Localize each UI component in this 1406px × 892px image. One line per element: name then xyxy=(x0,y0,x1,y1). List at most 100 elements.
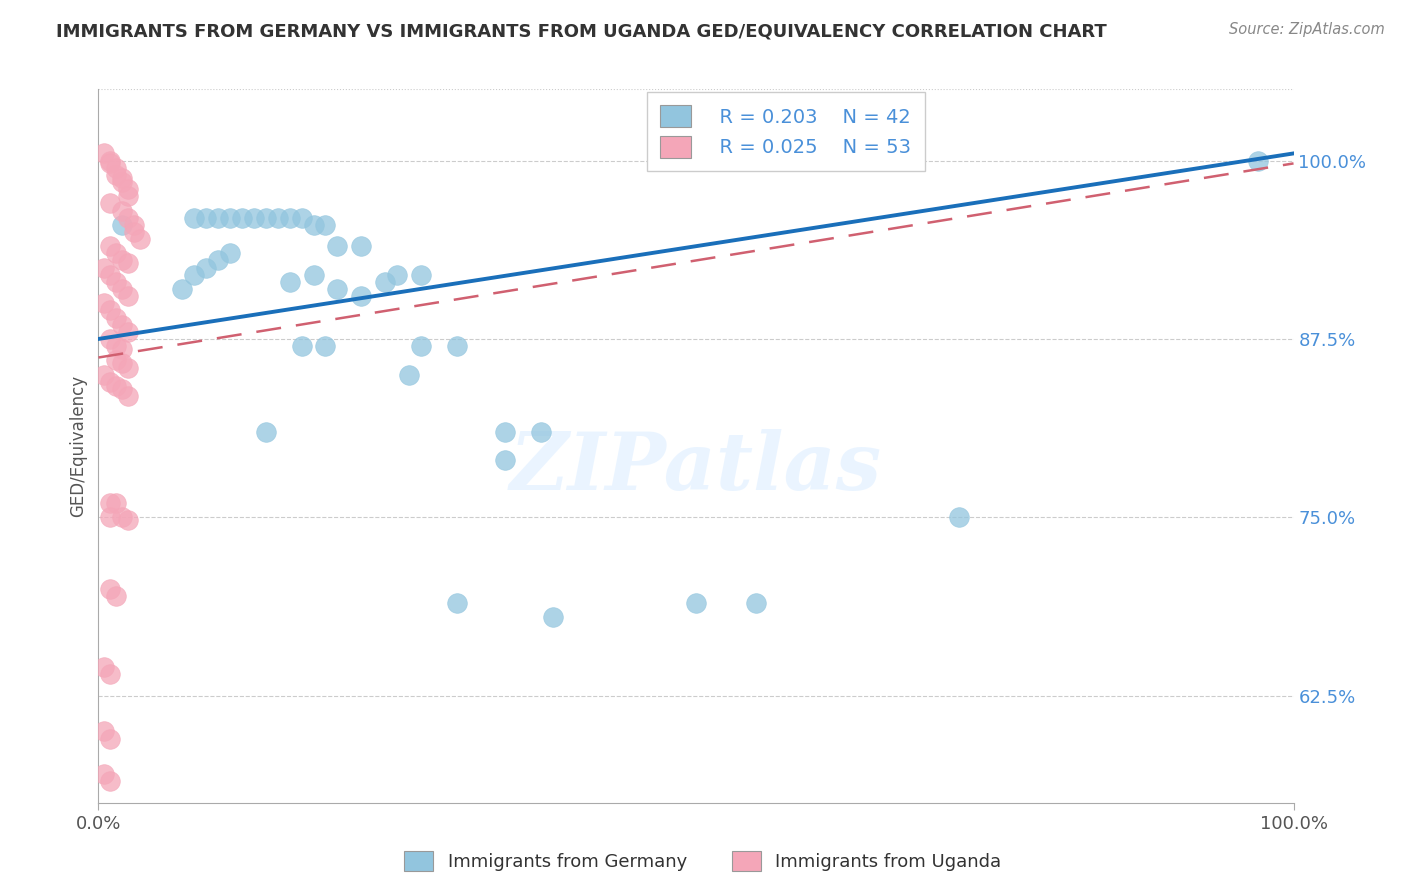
Point xyxy=(111,356,134,370)
Point xyxy=(93,146,115,161)
Point xyxy=(530,425,553,439)
Point xyxy=(195,260,218,275)
Point xyxy=(93,724,115,739)
Point xyxy=(117,182,139,196)
Point xyxy=(98,156,122,170)
Text: IMMIGRANTS FROM GERMANY VS IMMIGRANTS FROM UGANDA GED/EQUIVALENCY CORRELATION CH: IMMIGRANTS FROM GERMANY VS IMMIGRANTS FR… xyxy=(56,22,1107,40)
Point xyxy=(541,610,564,624)
Point xyxy=(494,425,516,439)
Point xyxy=(398,368,420,382)
Point xyxy=(98,510,122,524)
Point xyxy=(494,453,516,467)
Point xyxy=(111,382,134,396)
Point xyxy=(117,325,139,339)
Point xyxy=(278,211,301,225)
Y-axis label: GED/Equivalency: GED/Equivalency xyxy=(69,375,87,517)
Point xyxy=(411,339,433,353)
Point xyxy=(117,389,139,403)
Point xyxy=(685,596,707,610)
Point xyxy=(254,211,277,225)
Point xyxy=(117,256,139,270)
Point xyxy=(350,239,373,253)
Point xyxy=(948,510,970,524)
Point xyxy=(98,667,122,681)
Point xyxy=(111,510,134,524)
Point xyxy=(93,660,115,674)
Point xyxy=(207,253,229,268)
Point xyxy=(93,368,115,382)
Point xyxy=(745,596,768,610)
Point xyxy=(326,282,349,296)
Point xyxy=(93,260,115,275)
Point xyxy=(98,239,122,253)
Point xyxy=(105,379,128,393)
Point xyxy=(111,342,134,356)
Point xyxy=(315,339,337,353)
Point xyxy=(326,239,349,253)
Point xyxy=(105,310,128,325)
Point xyxy=(219,211,242,225)
Point xyxy=(124,218,146,232)
Legend:   R = 0.203    N = 42,   R = 0.025    N = 53: R = 0.203 N = 42, R = 0.025 N = 53 xyxy=(647,92,925,171)
Point xyxy=(98,582,122,596)
Point xyxy=(105,275,128,289)
Point xyxy=(129,232,152,246)
Point xyxy=(93,767,115,781)
Point xyxy=(98,332,122,346)
Point xyxy=(98,496,122,510)
Point xyxy=(117,513,139,527)
Point xyxy=(117,289,139,303)
Point xyxy=(98,774,122,789)
Point xyxy=(1247,153,1270,168)
Point xyxy=(374,275,396,289)
Point xyxy=(291,339,314,353)
Point xyxy=(111,203,134,218)
Point xyxy=(111,175,134,189)
Point xyxy=(302,218,325,232)
Point xyxy=(111,253,134,268)
Point xyxy=(219,246,242,260)
Point xyxy=(254,425,277,439)
Point xyxy=(111,318,134,332)
Point xyxy=(98,303,122,318)
Point xyxy=(278,275,301,289)
Point xyxy=(105,496,128,510)
Point xyxy=(315,218,337,232)
Point xyxy=(105,246,128,260)
Point xyxy=(124,225,146,239)
Point xyxy=(117,211,139,225)
Point xyxy=(350,289,373,303)
Point xyxy=(105,353,128,368)
Point xyxy=(117,360,139,375)
Point xyxy=(98,196,122,211)
Point xyxy=(302,268,325,282)
Point xyxy=(111,282,134,296)
Point xyxy=(98,268,122,282)
Text: Source: ZipAtlas.com: Source: ZipAtlas.com xyxy=(1229,22,1385,37)
Point xyxy=(105,589,128,603)
Point xyxy=(105,339,128,353)
Point xyxy=(117,189,139,203)
Point xyxy=(105,161,128,175)
Point xyxy=(183,268,205,282)
Text: ZIPatlas: ZIPatlas xyxy=(510,429,882,506)
Point xyxy=(446,596,468,610)
Point xyxy=(98,153,122,168)
Point xyxy=(105,168,128,182)
Point xyxy=(411,268,433,282)
Legend: Immigrants from Germany, Immigrants from Uganda: Immigrants from Germany, Immigrants from… xyxy=(396,844,1010,879)
Point xyxy=(267,211,290,225)
Point xyxy=(291,211,314,225)
Point xyxy=(231,211,253,225)
Point xyxy=(111,170,134,185)
Point xyxy=(195,211,218,225)
Point xyxy=(93,296,115,310)
Point xyxy=(98,375,122,389)
Point xyxy=(111,218,134,232)
Point xyxy=(446,339,468,353)
Point xyxy=(98,731,122,746)
Point xyxy=(385,268,409,282)
Point xyxy=(172,282,194,296)
Point xyxy=(207,211,229,225)
Point xyxy=(243,211,266,225)
